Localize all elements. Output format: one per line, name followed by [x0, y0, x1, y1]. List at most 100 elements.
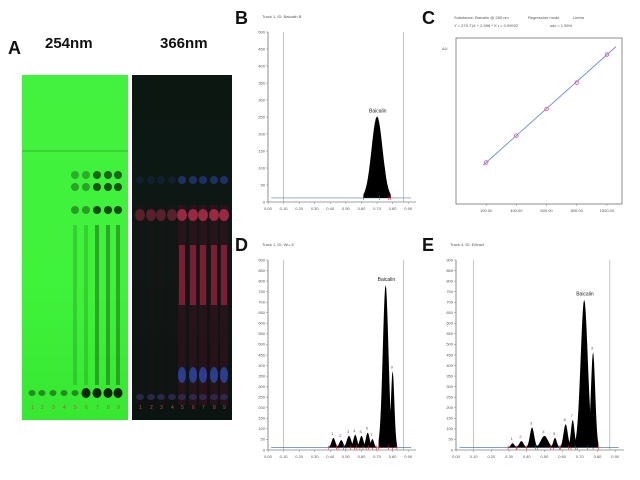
tlc-366-lane-number: 5 — [181, 405, 184, 411]
y-tick-label: 750 — [258, 289, 265, 294]
x-tick-label: 0.30 — [311, 454, 320, 459]
peak-number-label: 5 — [553, 431, 556, 436]
x-tick-label: 0.90 — [404, 454, 413, 459]
x-tick-label: 0.70 — [373, 454, 382, 459]
tlc-366-lane-number: 6 — [192, 405, 195, 411]
x-tick-label: 800.00 — [571, 208, 584, 213]
tlc-366-lane — [136, 205, 144, 405]
y-tick-label: 350 — [258, 373, 265, 378]
peak-number-label: 4 — [353, 428, 356, 433]
x-tick-label: 400.00 — [510, 208, 523, 213]
x-tick-label: 100.00 — [480, 208, 493, 213]
tlc-366-band-blue — [168, 176, 176, 184]
tlc-254-origin-spot — [49, 390, 57, 396]
chromatogram-peak — [363, 432, 373, 448]
y-tick-label: 450 — [258, 352, 265, 357]
tlc-366-band-blue — [210, 176, 218, 184]
tlc-254-origin-spot — [71, 390, 79, 396]
chromatogram-peak — [508, 443, 518, 448]
y-tick-label: 350 — [446, 373, 453, 378]
regression-line — [482, 46, 617, 166]
calibration-point — [574, 80, 579, 85]
tlc-366-origin-spot — [147, 394, 155, 400]
chromatogram-peak — [526, 427, 538, 448]
tlc-254-band — [114, 183, 122, 191]
y-tick-label: 250 — [446, 395, 453, 400]
tlc-254-lane-streak — [106, 225, 110, 385]
tlc-254-lane-number: 5 — [74, 405, 77, 411]
x-tick-label: 0.30 — [311, 206, 320, 211]
tlc-366-origin-spot — [157, 394, 165, 400]
tlc-254-band — [82, 183, 90, 191]
tlc-366-band-red — [146, 209, 156, 221]
tlc-254-lane-streak — [73, 225, 77, 385]
tlc-366-origin-spot — [168, 394, 176, 400]
tlc-254-band — [104, 206, 112, 214]
x-tick-label: 0.40 — [326, 206, 335, 211]
x-tick-label: 0.00 — [264, 454, 273, 459]
chromatogram-peak — [516, 441, 527, 448]
tlc-366-band-blue — [178, 176, 186, 184]
tlc-366-origin-spot — [220, 394, 228, 400]
y-tick-label: 150 — [446, 416, 453, 421]
y-tick-label: 500 — [258, 29, 265, 34]
y-tick-label: 350 — [258, 80, 265, 85]
peak-number-label: 7 — [571, 413, 574, 418]
tlc-366-band-red — [188, 209, 198, 221]
y-tick-label: 50 — [261, 437, 266, 442]
calibration-y-axis-label: AU — [442, 46, 448, 51]
tlc-366-band-red-streak — [200, 245, 206, 305]
tlc-plate-254nm-bands — [22, 150, 128, 398]
calibration-point — [514, 133, 519, 138]
peak-number-label: 3 — [530, 420, 533, 425]
y-tick-label: 300 — [258, 97, 265, 102]
calibration-title: Substance: Baicalin @ 280 nm — [454, 15, 509, 20]
y-tick-label: 550 — [446, 331, 453, 336]
tlc-366-lane — [147, 205, 155, 405]
x-tick-label: 0.40 — [326, 454, 335, 459]
densitogram-b: Track 1, ID: Baicalin B Baicalin 0 50 100 1… — [250, 10, 422, 220]
tlc-366-band-red — [156, 209, 166, 221]
y-tick-label: 100 — [258, 426, 265, 431]
peak-number-label: 2 — [339, 433, 342, 438]
densitogram-e: Track 4, ID: Extract Baicalin 0 50 100 150 2… — [438, 238, 630, 470]
tlc-366-band-red-streak — [190, 245, 196, 305]
tlc-254-lane-number: 8 — [107, 405, 110, 411]
tlc-plate-254nm: 1 2 3 4 5 6 7 8 9 — [22, 75, 128, 420]
peak-number-label: 9 — [591, 345, 594, 350]
x-tick-label: 600.00 — [540, 208, 553, 213]
peak-number-label: 1 — [511, 436, 514, 441]
y-tick-label: 900 — [446, 257, 453, 262]
tlc-254-origin-spot — [28, 390, 36, 396]
densitogram-b-peak-label: Baicalin — [369, 108, 387, 114]
tlc-254-lane-number: 7 — [96, 405, 99, 411]
tlc-366-band-red — [167, 209, 177, 221]
tlc-366-lane-number: 8 — [213, 405, 216, 411]
tlc-254-band — [114, 171, 122, 179]
tlc-366-band-red — [135, 209, 145, 221]
tlc-254-origin-spot — [92, 388, 102, 398]
chromatogram-peak — [560, 424, 571, 448]
tlc-366-band-blue-low — [199, 367, 207, 383]
x-tick-label: 0.20 — [487, 454, 496, 459]
x-tick-label: 0.80 — [389, 454, 398, 459]
chromatogram-peak — [378, 284, 393, 448]
calibration-point — [544, 106, 549, 112]
tlc-366-lane-number: 9 — [223, 405, 226, 411]
tlc-366-band-blue — [189, 176, 197, 184]
panel-letter-a: A — [8, 38, 21, 58]
y-tick-label: 400 — [258, 63, 265, 68]
y-tick-label: 600 — [258, 321, 265, 326]
x-tick-label: 0.00 — [264, 206, 273, 211]
x-tick-label: 0.20 — [295, 206, 304, 211]
y-tick-label: 0 — [263, 447, 266, 452]
x-tick-label: 0.60 — [358, 206, 367, 211]
x-tick-label: 0.10 — [470, 454, 479, 459]
y-tick-label: 800 — [446, 278, 453, 283]
x-tick-label: 0.90 — [611, 454, 620, 459]
tlc-366-origin-spot — [178, 394, 186, 400]
peak-number-label: 6 — [366, 426, 369, 431]
tlc-254-band — [93, 206, 101, 214]
peak-number-label: 1 — [331, 431, 334, 436]
chromatogram-peak — [379, 165, 389, 198]
